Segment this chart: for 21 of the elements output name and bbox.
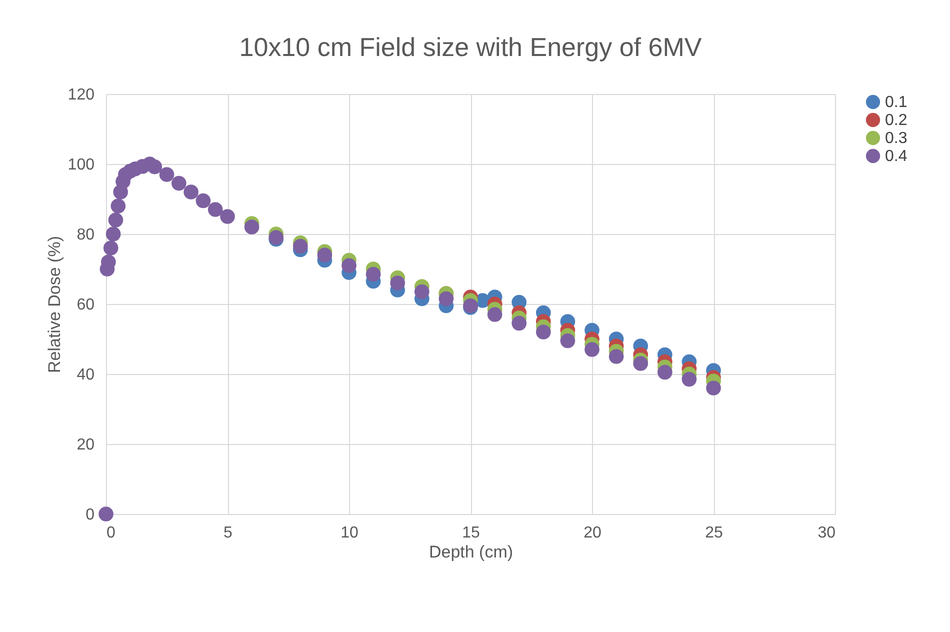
x-tick-label: 10 [340,524,358,542]
x-axis-title: Depth (cm) [428,542,514,562]
legend-label: 0.1 [885,94,908,111]
chart-title: 10x10 cm Field size with Energy of 6MV [239,32,702,62]
y-tick-label: 100 [68,156,95,174]
x-tick-label: 20 [584,524,602,542]
y-tick-label: 20 [76,436,95,454]
y-axis-title: Relative Dose (%) [44,236,64,373]
legend-label: 0.2 [885,112,908,129]
legend-label: 0.4 [885,148,908,165]
legend-label: 0.3 [885,130,908,147]
y-tick-label: 40 [76,366,95,384]
x-tick-label: 5 [224,524,233,542]
y-tick-label: 80 [76,226,95,244]
y-tick-label: 120 [68,86,95,104]
x-tick-label: 30 [818,524,836,542]
x-tick-label: 0 [106,524,116,542]
x-tick-label: 15 [462,524,480,542]
y-tick-label: 0 [86,506,95,524]
y-tick-label: 60 [76,296,95,314]
x-tick-label: 25 [705,524,723,542]
